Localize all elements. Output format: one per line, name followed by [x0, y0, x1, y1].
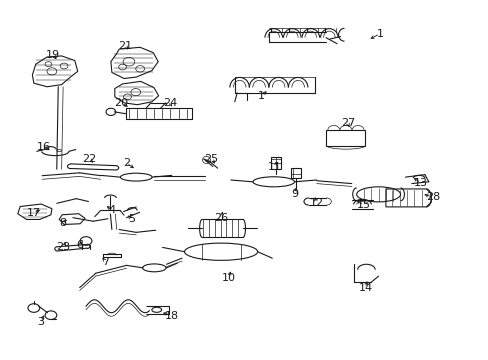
Text: 6: 6 [76, 240, 83, 250]
Text: 25: 25 [204, 154, 218, 164]
Text: 28: 28 [426, 192, 440, 202]
Text: 13: 13 [413, 178, 427, 188]
Bar [271, 157, 281, 168]
Text: 19: 19 [46, 50, 61, 60]
Text: 20: 20 [114, 98, 128, 108]
Text: 14: 14 [358, 283, 372, 293]
Text: 12: 12 [309, 198, 323, 208]
Text: 15: 15 [356, 200, 370, 210]
Text: 1: 1 [258, 91, 264, 101]
Text: 26: 26 [214, 213, 228, 222]
Text: 18: 18 [165, 311, 179, 320]
Text: 22: 22 [82, 154, 96, 164]
Text: 7: 7 [102, 257, 109, 267]
Text: 8: 8 [60, 218, 66, 228]
Text: 5: 5 [128, 215, 135, 224]
Text: 16: 16 [37, 142, 50, 152]
Text: 21: 21 [118, 41, 132, 50]
Text: 4: 4 [108, 206, 115, 216]
Text: 1: 1 [376, 29, 383, 39]
Text: 23: 23 [56, 242, 70, 252]
Text: 3: 3 [37, 317, 44, 327]
Text: 17: 17 [27, 208, 41, 218]
Text: 9: 9 [290, 189, 298, 199]
Text: 11: 11 [268, 162, 282, 172]
Text: 2: 2 [122, 158, 130, 168]
Bar [290, 168, 300, 178]
Text: 24: 24 [163, 98, 177, 108]
Text: 10: 10 [222, 273, 235, 283]
Text: 27: 27 [340, 118, 354, 128]
